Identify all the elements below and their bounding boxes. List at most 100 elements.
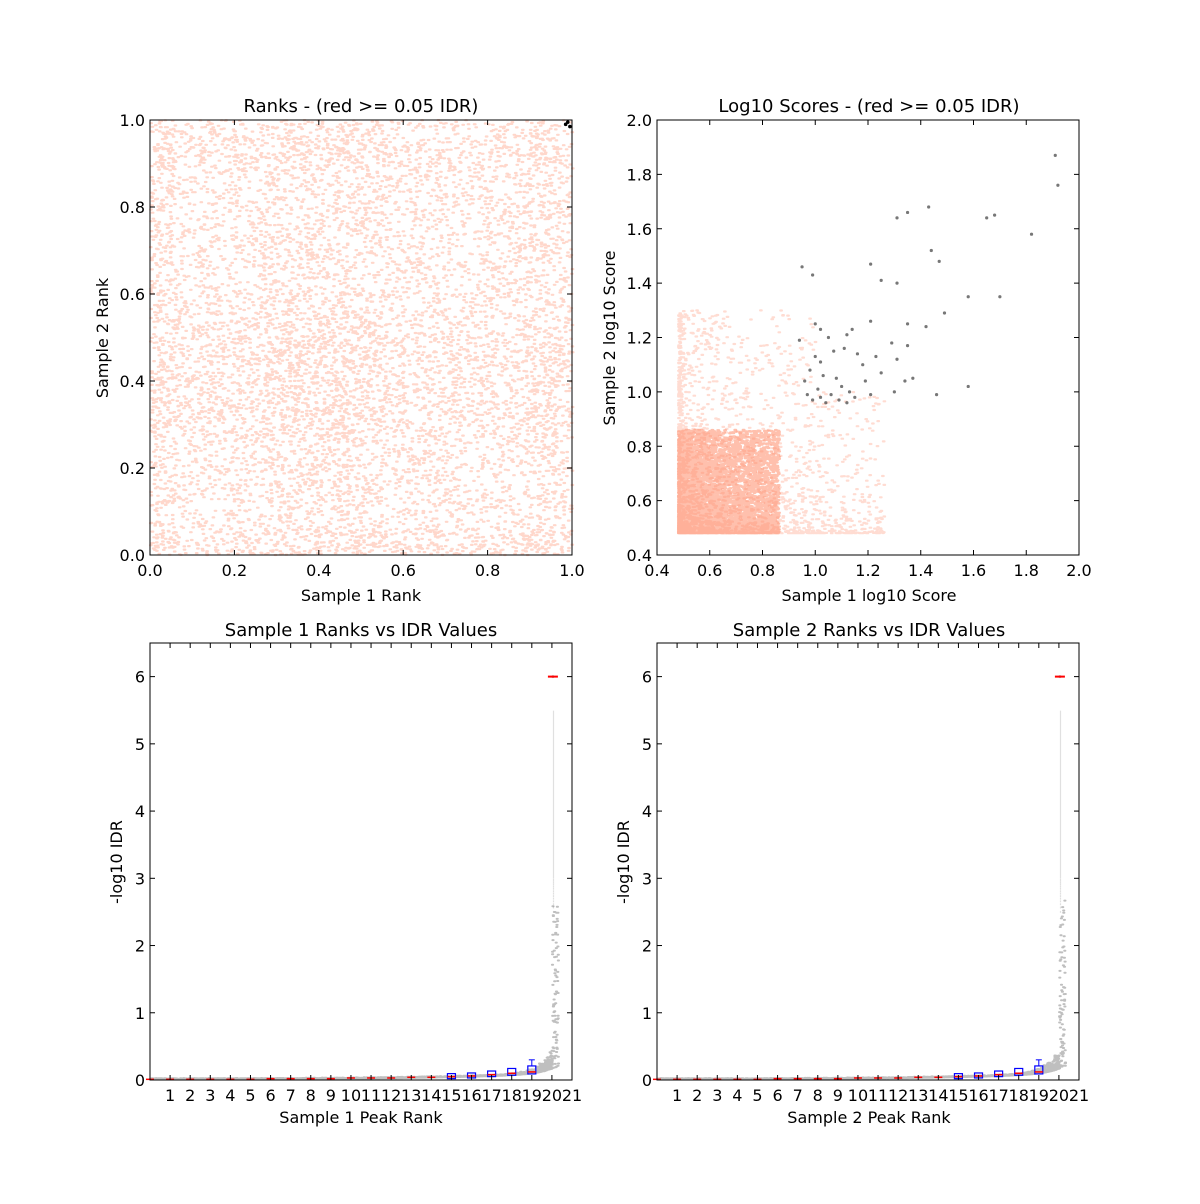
y-tick-label: 0.8: [627, 437, 652, 456]
x-tick-label: 0.8: [750, 561, 775, 580]
y-tick-label: 0.8: [120, 198, 145, 217]
below-threshold-point: [563, 122, 568, 127]
x-tick-label: 1: [165, 1086, 175, 1105]
below-threshold-point: [808, 368, 812, 372]
y-tick-label: 1: [642, 1004, 652, 1023]
below-threshold-point: [879, 371, 883, 375]
below-threshold-point: [568, 124, 572, 129]
x-tick-label: 7: [793, 1086, 803, 1105]
y-tick-label: 0.4: [120, 372, 145, 391]
y-tick-label: 1.0: [120, 111, 145, 130]
panel-sample1-idr: Sample 1 Ranks vs IDR Values 1 2 3 4 5 6 7 8 9 10…: [107, 620, 582, 1127]
x-tick-label: 0.4: [306, 561, 331, 580]
panel-3-points: [146, 675, 561, 1081]
panel-1-ylabel: Sample 2 Rank: [93, 277, 112, 398]
below-threshold-point: [929, 248, 933, 253]
x-tick-label: 13: [401, 1086, 421, 1105]
x-tick-label: 5: [245, 1086, 255, 1105]
below-threshold-point: [800, 265, 804, 269]
below-threshold-point: [874, 354, 878, 359]
panel-1-points: [148, 119, 575, 557]
x-tick-label: 10: [848, 1086, 868, 1105]
below-threshold-point: [842, 346, 846, 350]
y-tick-label: 1.0: [627, 383, 652, 402]
x-tick-label: 14: [928, 1086, 948, 1105]
x-tick-label: 1.0: [803, 561, 828, 580]
below-threshold-point: [832, 349, 836, 353]
panel-4-frame: [656, 642, 1080, 1081]
panel-1-x-ticks: 0.0 0.2 0.4 0.6 0.8 1.0: [137, 120, 585, 580]
x-tick-label: 18: [502, 1086, 522, 1105]
x-tick-label: 12: [888, 1086, 908, 1105]
x-tick-label: 12: [381, 1086, 401, 1105]
below-threshold-point: [911, 376, 915, 380]
below-threshold-point: [826, 335, 831, 340]
below-threshold-point: [905, 322, 910, 326]
below-threshold-point: [895, 216, 899, 220]
panel-2-xlabel: Sample 1 log10 Score: [782, 586, 957, 605]
panel-3-ylabel: -log10 IDR: [107, 820, 126, 904]
y-tick-label: 6: [642, 668, 652, 687]
below-threshold-point: [811, 398, 815, 402]
below-threshold-point: [845, 401, 849, 405]
y-tick-label: 3: [642, 869, 652, 888]
y-tick-label: 3: [135, 869, 145, 888]
below-threshold-point: [818, 395, 823, 399]
panel-2-title: Log10 Scores - (red >= 0.05 IDR): [718, 96, 1019, 117]
below-threshold-point: [998, 295, 1002, 299]
x-tick-label: 5: [752, 1086, 762, 1105]
below-threshold-point: [1056, 183, 1060, 187]
x-tick-label: 0.0: [137, 561, 162, 580]
panel-4-y-ticks: 0 1 2 3 4 5 6: [642, 668, 1079, 1090]
panel-4-xlabel: Sample 2 Peak Rank: [787, 1108, 951, 1127]
below-threshold-point: [837, 398, 841, 402]
panel-4-ylabel: -log10 IDR: [614, 820, 633, 904]
x-tick-label: 3: [712, 1086, 722, 1105]
idr-tail-points: [552, 710, 555, 913]
below-threshold-point: [937, 259, 941, 263]
below-threshold-point: [863, 379, 867, 383]
y-tick-label: 2: [135, 937, 145, 956]
x-tick-label: 16: [968, 1086, 988, 1105]
y-tick-label: 0.2: [120, 459, 145, 478]
panel-3-x-ticks: 1 2 3 4 5 6 7 8 9 10 11 12 13 14 15 16 17 18 19 20 21: [165, 643, 582, 1105]
x-tick-label: 6: [265, 1086, 275, 1105]
panel-3-title: Sample 1 Ranks vs IDR Values: [225, 620, 497, 641]
below-threshold-point: [934, 392, 939, 397]
panel-4-points: [653, 675, 1068, 1081]
x-tick-label: 11: [868, 1086, 888, 1105]
x-tick-label: 9: [833, 1086, 843, 1105]
below-threshold-point: [1053, 153, 1057, 157]
y-tick-label: 1.4: [627, 274, 652, 293]
below-threshold-point: [861, 363, 865, 367]
below-threshold-point: [805, 392, 809, 397]
below-threshold-point: [924, 325, 928, 329]
y-tick-label: 0: [642, 1071, 652, 1090]
below-threshold-point: [895, 357, 899, 361]
panel-3-y-ticks: 0 1 2 3 4 5 6: [135, 668, 572, 1090]
y-tick-label: 0.6: [120, 285, 145, 304]
below-threshold-point: [824, 401, 828, 405]
below-threshold-point: [869, 319, 873, 323]
below-threshold-point: [845, 333, 849, 337]
panel-4-title: Sample 2 Ranks vs IDR Values: [733, 620, 1005, 641]
below-threshold-point: [811, 273, 815, 277]
x-tick-label: 1.6: [961, 561, 986, 580]
y-tick-label: 1.8: [627, 165, 652, 184]
x-tick-label: 2: [692, 1086, 702, 1105]
y-tick-label: 5: [642, 735, 652, 754]
below-threshold-point: [818, 360, 823, 364]
x-tick-label: 1: [672, 1086, 682, 1105]
below-threshold-point: [821, 373, 825, 378]
x-tick-label: 14: [421, 1086, 441, 1105]
below-threshold-point: [816, 387, 820, 391]
y-tick-label: 5: [135, 735, 145, 754]
above-threshold-dense-points: [676, 428, 782, 535]
panel-4-x-ticks: 1 2 3 4 5 6 7 8 9 10 11 12 13 14 15 16 17 18 19 20 21: [672, 643, 1089, 1105]
panel-1-title: Ranks - (red >= 0.05 IDR): [244, 96, 479, 117]
below-threshold-point: [892, 390, 896, 394]
below-threshold-point: [895, 281, 899, 285]
x-tick-label: 15: [441, 1086, 461, 1105]
y-tick-label: 1.2: [627, 329, 652, 348]
